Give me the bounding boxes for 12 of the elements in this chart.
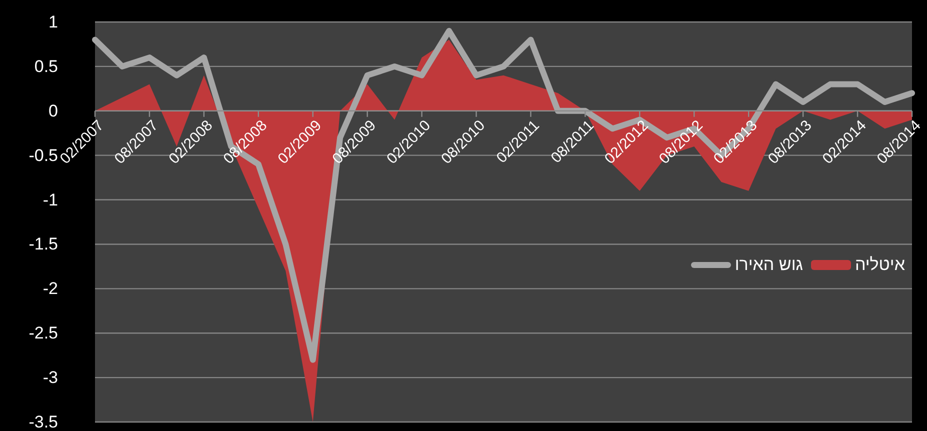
y-tick-label: -1.5 xyxy=(28,234,58,254)
legend-label: איטליה xyxy=(854,255,905,275)
y-tick-label: -0.5 xyxy=(28,146,58,165)
y-tick-label: -2.5 xyxy=(28,324,58,343)
legend-label: גוש האירו xyxy=(734,255,803,275)
y-tick-label: 1 xyxy=(48,12,58,32)
y-tick-label: -3.5 xyxy=(28,412,58,431)
y-tick-label: 0.5 xyxy=(34,56,58,76)
y-tick-label: -2 xyxy=(42,279,58,298)
y-tick-label: 0 xyxy=(48,101,58,120)
y-tick-label: -3 xyxy=(42,368,58,388)
y-tick-label: -1 xyxy=(42,190,58,210)
